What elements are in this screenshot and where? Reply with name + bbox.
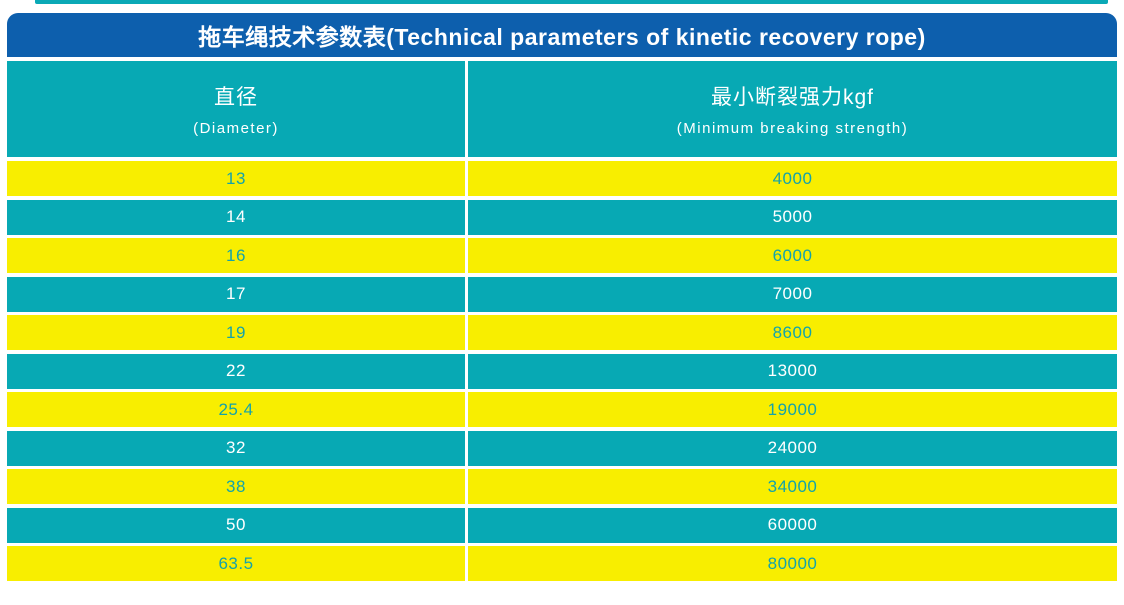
header-diameter-zh: 直径 (214, 86, 258, 109)
diameter-cell: 63.5 (7, 546, 465, 581)
strength-cell: 5000 (468, 199, 1117, 235)
diameter-cell: 13 (7, 161, 465, 196)
diameter-cell: 32 (7, 430, 465, 466)
diameter-cell: 14 (7, 199, 465, 235)
strength-cell: 8600 (468, 315, 1117, 350)
diameter-cell: 38 (7, 469, 465, 504)
strength-cell: 80000 (468, 546, 1117, 581)
table-title-bar: 拖车绳技术参数表(Technical parameters of kinetic… (7, 13, 1117, 57)
table-body: 13 4000 14 5000 16 6000 17 7000 19 8600 … (7, 161, 1117, 581)
strength-cell: 13000 (468, 353, 1117, 389)
strength-cell: 6000 (468, 238, 1117, 273)
table-row: 17 7000 (7, 276, 1117, 312)
table-row: 13 4000 (7, 161, 1117, 196)
table-row: 50 60000 (7, 507, 1117, 543)
strength-cell: 60000 (468, 507, 1117, 543)
top-divider-strip (35, 0, 1108, 4)
table-row: 14 5000 (7, 199, 1117, 235)
header-strength-zh: 最小断裂强力kgf (710, 86, 874, 109)
strength-cell: 7000 (468, 276, 1117, 312)
diameter-cell: 50 (7, 507, 465, 543)
diameter-cell: 25.4 (7, 392, 465, 427)
header-strength-en: (Minimum breaking strength) (676, 120, 909, 137)
table-header-row: 直径 (Diameter) 最小断裂强力kgf (Minimum breakin… (7, 61, 1117, 157)
diameter-cell: 17 (7, 276, 465, 312)
header-cell-diameter: 直径 (Diameter) (7, 61, 465, 157)
diameter-cell: 16 (7, 238, 465, 273)
diameter-cell: 19 (7, 315, 465, 350)
table-row: 19 8600 (7, 315, 1117, 350)
header-diameter-en: (Diameter) (193, 120, 279, 137)
strength-cell: 34000 (468, 469, 1117, 504)
table-row: 25.4 19000 (7, 392, 1117, 427)
table-row: 63.5 80000 (7, 546, 1117, 581)
table-row: 22 13000 (7, 353, 1117, 389)
header-cell-strength: 最小断裂强力kgf (Minimum breaking strength) (468, 61, 1117, 157)
table-row: 32 24000 (7, 430, 1117, 466)
strength-cell: 19000 (468, 392, 1117, 427)
table-title: 拖车绳技术参数表(Technical parameters of kinetic… (198, 24, 926, 50)
table-row: 38 34000 (7, 469, 1117, 504)
spec-table-panel: 拖车绳技术参数表(Technical parameters of kinetic… (7, 13, 1117, 581)
diameter-cell: 22 (7, 353, 465, 389)
strength-cell: 24000 (468, 430, 1117, 466)
strength-cell: 4000 (468, 161, 1117, 196)
table-row: 16 6000 (7, 238, 1117, 273)
